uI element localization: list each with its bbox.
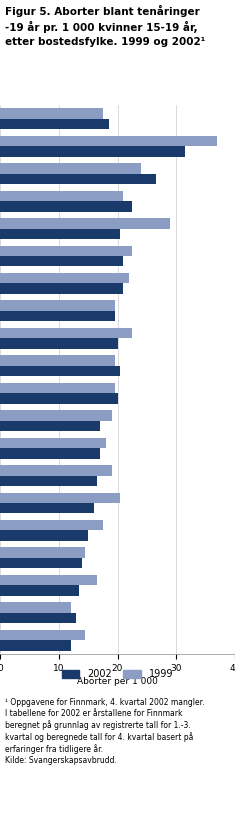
Bar [0, 630, 85, 640]
Bar [0, 328, 132, 338]
Bar [0, 383, 115, 393]
Bar [0, 201, 132, 212]
Bar [0, 448, 100, 458]
Bar [0, 465, 112, 476]
Bar [0, 174, 156, 184]
Bar [0, 245, 132, 256]
Bar [0, 612, 76, 623]
Bar [0, 218, 170, 229]
Bar [0, 311, 115, 321]
Bar [0, 530, 88, 541]
Text: Figur 5. Aborter blant tenåringer
-19 år pr. 1 000 kvinner 15-19 år,
etter boste: Figur 5. Aborter blant tenåringer -19 år… [5, 5, 205, 47]
Bar [0, 338, 118, 349]
Bar [0, 136, 217, 146]
Bar [0, 492, 120, 503]
Bar [0, 410, 112, 421]
Bar [0, 640, 70, 650]
Bar [0, 109, 103, 119]
Bar [0, 356, 115, 365]
Bar [0, 191, 123, 201]
Bar [0, 476, 97, 486]
Text: ¹ Oppgavene for Finnmark, 4. kvartal 2002 mangler.
I tabellene for 2002 er årsta: ¹ Oppgavene for Finnmark, 4. kvartal 200… [5, 698, 204, 765]
Bar [0, 438, 106, 448]
Bar [0, 421, 100, 431]
Bar [0, 503, 94, 514]
Bar [0, 365, 120, 376]
Bar [0, 602, 70, 612]
Bar [0, 229, 120, 239]
Bar [0, 283, 123, 294]
Bar [0, 256, 123, 267]
Bar [0, 558, 82, 568]
Bar [0, 300, 115, 311]
Bar [0, 273, 129, 283]
Bar [0, 585, 79, 596]
Legend: 2002, 1999: 2002, 1999 [62, 669, 173, 680]
Bar [0, 520, 103, 530]
Bar [0, 163, 141, 174]
Bar [0, 547, 85, 558]
X-axis label: Aborter per 1 000: Aborter per 1 000 [77, 677, 158, 686]
Bar [0, 393, 118, 403]
Bar [0, 119, 109, 129]
Bar [0, 146, 185, 156]
Bar [0, 574, 97, 585]
